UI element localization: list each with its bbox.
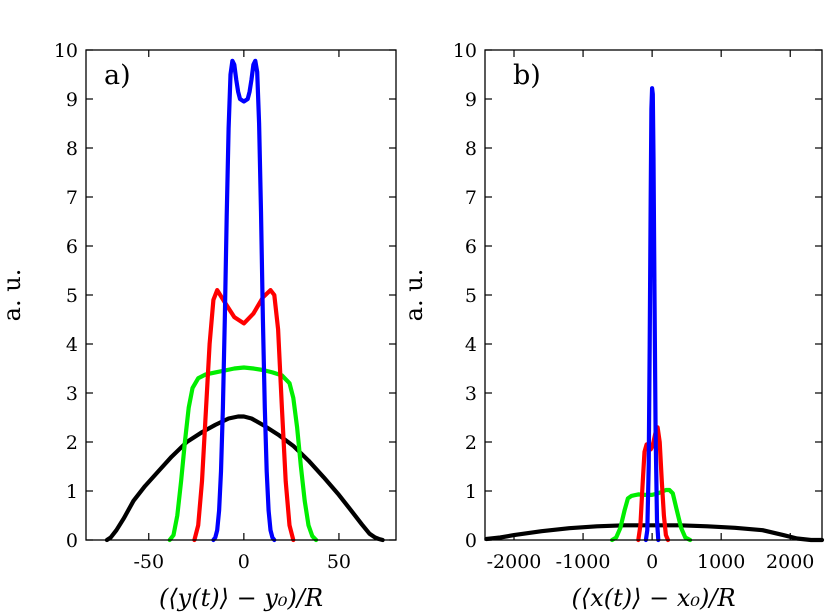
xtick-label-b-2000: 2000 (766, 551, 814, 573)
xtick-label-b-1000: 1000 (697, 551, 745, 573)
ytick-label-b-9: 9 (465, 89, 477, 111)
curve-green-a (167, 365, 319, 543)
ytick-label-a-10: 10 (54, 40, 78, 62)
ytick-label-b-7: 7 (465, 187, 477, 209)
curve-red-b (636, 425, 671, 543)
curve-blue-a (211, 58, 277, 543)
ytick-label-b-10: 10 (453, 40, 477, 62)
curve-red-a (192, 288, 296, 543)
ytick-label-b-4: 4 (465, 334, 477, 356)
ytick-label-a-1: 1 (66, 481, 78, 503)
panel-label-b: b) (513, 60, 541, 91)
panel-label-a: a) (104, 60, 131, 91)
xtick-label-a--50: -50 (133, 551, 164, 573)
xtick-label-a-0: 0 (238, 551, 250, 573)
curve-blue-b (643, 86, 661, 543)
panel-b: 0 1 2 3 4 5 6 7 8 9 10 -2000 -1000 0 1000 2000 b) a. u. (⟨… (400, 40, 825, 612)
xtick-label-b--1000: -1000 (556, 551, 611, 573)
ytick-label-b-3: 3 (465, 383, 477, 405)
ytick-label-a-4: 4 (66, 334, 78, 356)
ytick-label-a-6: 6 (66, 236, 78, 258)
y-axis-label-b: a. u. (400, 269, 428, 322)
y-axis-label-a: a. u. (0, 269, 26, 322)
xtick-label-a-50: 50 (327, 551, 351, 573)
ytick-label-b-0: 0 (465, 530, 477, 552)
xtick-label-b-0: 0 (646, 551, 658, 573)
ytick-label-b-2: 2 (465, 432, 477, 454)
ytick-label-a-5: 5 (66, 285, 78, 307)
panel-a: 0 1 2 3 4 5 6 7 8 9 10 -50 0 50 a) a. u. (⟨y(t)⟩ − y₀)/R (0, 40, 397, 612)
ytick-label-a-3: 3 (66, 383, 78, 405)
ytick-label-a-7: 7 (66, 187, 78, 209)
ytick-label-a-9: 9 (66, 89, 78, 111)
x-axis-label-b: (⟨x(t)⟩ − x₀)/R (571, 584, 735, 612)
ytick-label-b-1: 1 (465, 481, 477, 503)
curve-black-b (484, 523, 825, 543)
xtick-label-b--2000: -2000 (487, 551, 542, 573)
curve-green-b (610, 487, 693, 543)
plot-frame-a (85, 49, 397, 541)
ytick-label-a-8: 8 (66, 138, 78, 160)
ytick-label-a-0: 0 (66, 530, 78, 552)
curve-black-a (104, 414, 385, 543)
ytick-label-b-6: 6 (465, 236, 477, 258)
ytick-label-b-8: 8 (465, 138, 477, 160)
ytick-label-b-5: 5 (465, 285, 477, 307)
x-axis-label-a: (⟨y(t)⟩ − y₀)/R (159, 584, 323, 612)
ytick-label-a-2: 2 (66, 432, 78, 454)
